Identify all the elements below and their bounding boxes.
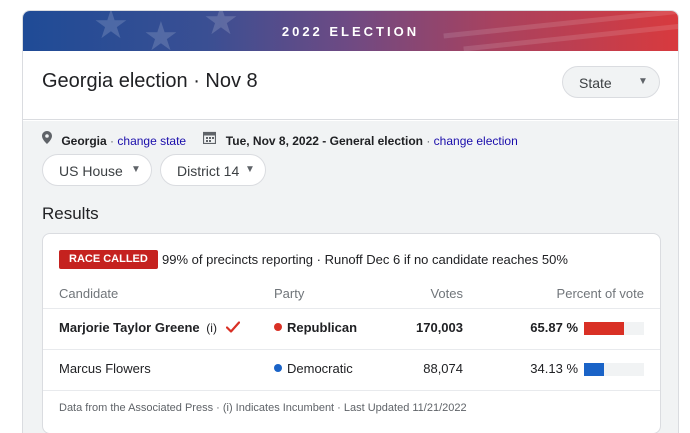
party-dot-icon: [274, 323, 282, 331]
candidate-cell: Marjorie Taylor Greene (i): [59, 320, 240, 335]
location-pin-icon: [42, 131, 52, 144]
results-table: RACE CALLED 99% of precincts reporting ·…: [42, 233, 661, 433]
candidate-cell: Marcus Flowers: [59, 361, 151, 376]
state-select[interactable]: State ▼: [562, 66, 660, 98]
caret-down-icon: ▼: [245, 164, 255, 175]
banner-star-icon: ★: [203, 11, 239, 43]
data-source-footnote: Data from the Associated Press · (i) Ind…: [59, 402, 467, 414]
incumbent-marker: (i): [206, 321, 217, 335]
party-name: Republican: [287, 320, 358, 335]
district-label: District 14: [177, 163, 240, 179]
change-election-link[interactable]: change election: [433, 133, 518, 148]
divider: [43, 308, 660, 309]
vote-count: 170,003: [416, 320, 463, 335]
change-state-link[interactable]: change state: [117, 133, 187, 148]
page-title: Georgia election · Nov 8: [42, 70, 258, 92]
election-banner: ★ ★ ★ 2022 ELECTION: [23, 11, 678, 51]
winner-check-icon: [225, 321, 240, 333]
column-header-candidate: Candidate: [59, 286, 119, 301]
banner-title: 2022 ELECTION: [281, 24, 420, 39]
party-dot-icon: [274, 364, 282, 372]
candidate-name: Marcus Flowers: [59, 361, 151, 376]
vote-share-bar: [584, 363, 644, 376]
divider: [43, 349, 660, 350]
caret-down-icon: ▼: [131, 164, 141, 175]
column-header-votes: Votes: [430, 286, 463, 301]
top-edge: [0, 0, 690, 10]
district-select[interactable]: District 14 ▼: [160, 154, 266, 186]
vote-share-fill: [584, 363, 605, 376]
separator: ·: [110, 133, 115, 148]
column-header-party: Party: [274, 286, 305, 301]
race-called-badge: RACE CALLED: [59, 250, 158, 269]
election-date: Tue, Nov 8, 2022 - General election: [225, 133, 423, 148]
state-select-label: State: [579, 75, 612, 91]
separator: ·: [426, 133, 431, 148]
calendar-icon: [203, 131, 217, 144]
vote-share-fill: [584, 322, 624, 335]
header: Georgia election · Nov 8 State ▼: [23, 51, 678, 120]
state-name: Georgia: [61, 133, 107, 148]
candidate-name: Marjorie Taylor Greene: [59, 320, 200, 335]
vote-count: 88,074: [423, 361, 463, 376]
reporting-status: 99% of precincts reporting · Runoff Dec …: [162, 252, 568, 267]
vote-share-bar: [584, 322, 644, 335]
vote-percent: 34.13 %: [530, 361, 578, 376]
party-cell: Republican: [274, 320, 357, 335]
party-name: Democratic: [287, 361, 353, 376]
caret-down-icon: ▼: [638, 76, 648, 87]
banner-star-icon: ★: [143, 15, 179, 51]
party-cell: Democratic: [274, 361, 353, 376]
results-heading: Results: [42, 204, 99, 223]
election-meta: Georgia · change state Tue, Nov 8, 2022 …: [42, 131, 518, 148]
divider: [43, 390, 660, 391]
race-type-label: US House: [59, 163, 123, 179]
election-card: ★ ★ ★ 2022 ELECTION Georgia election · N…: [22, 10, 679, 433]
column-header-percent: Percent of vote: [556, 286, 644, 301]
race-type-select[interactable]: US House ▼: [42, 154, 152, 186]
banner-star-icon: ★: [93, 11, 129, 47]
vote-percent: 65.87 %: [530, 320, 578, 335]
results-section: Georgia · change state Tue, Nov 8, 2022 …: [23, 121, 678, 433]
